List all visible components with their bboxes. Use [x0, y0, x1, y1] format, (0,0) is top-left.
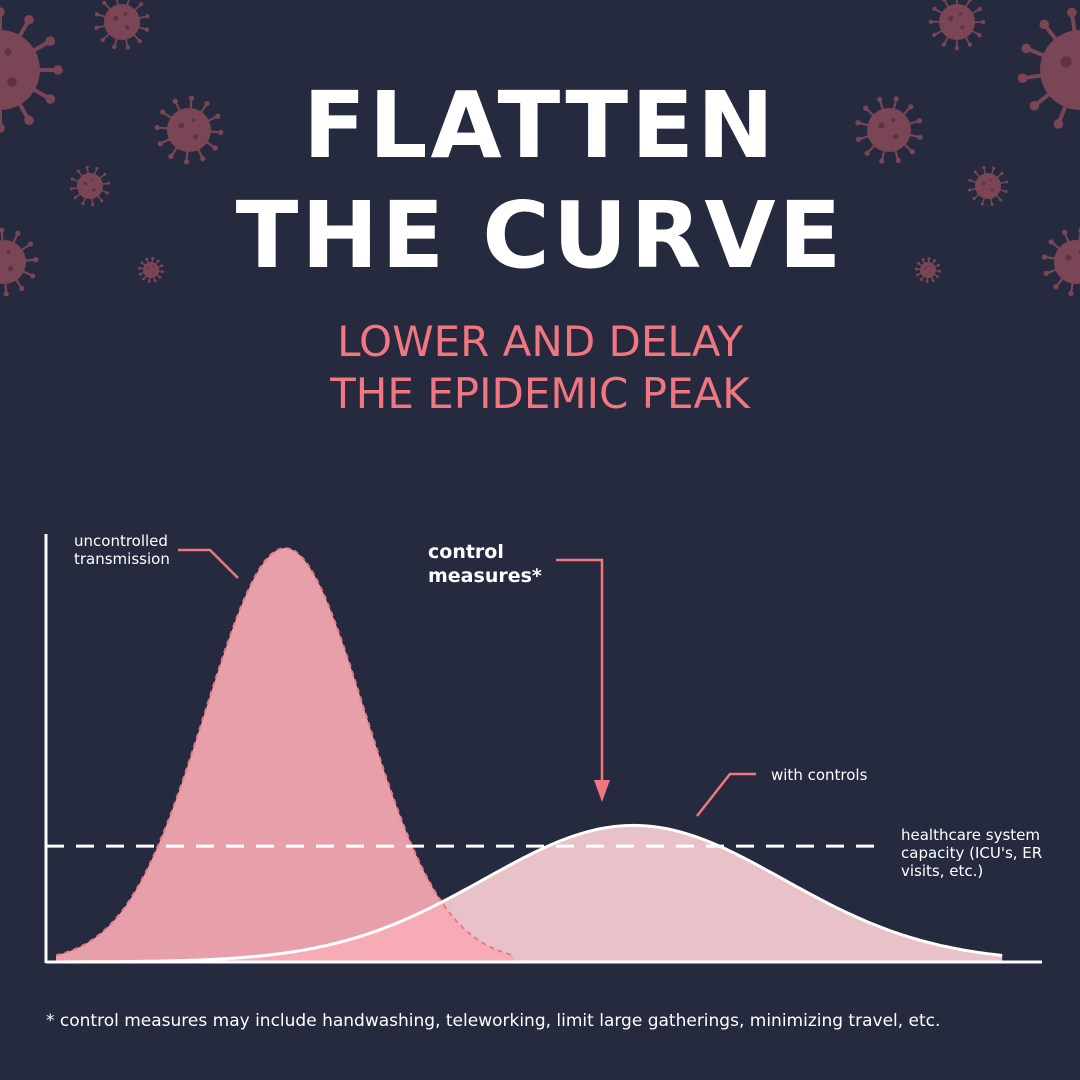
- control-measures-arrow-line: [556, 558, 604, 790]
- with-controls-curve-line: [65, 823, 1003, 964]
- capacity-threshold-label: healthcare system capacity (ICU's, ER vi…: [901, 826, 1043, 880]
- virus-icon: [69, 165, 111, 207]
- virus-icon: [1041, 228, 1080, 297]
- footnote: * control measures may include handwashi…: [46, 1011, 941, 1031]
- uncontrolled-area: [55, 548, 515, 962]
- title-line-1: FLATTEN: [303, 72, 777, 179]
- virus-icon: [94, 0, 150, 50]
- virus-icon: [928, 0, 986, 51]
- subtitle-line-1: LOWER AND DELAY: [337, 317, 743, 366]
- virus-icon: [855, 96, 923, 164]
- control-measures-arrow-head: [594, 780, 610, 802]
- uncontrolled-series-label: uncontrolled transmission: [74, 532, 170, 568]
- virus-icon: [0, 227, 39, 297]
- virus-icon: [914, 256, 942, 284]
- with-controls-label-leader: [696, 772, 756, 817]
- control-measures-annotation: control measures*: [428, 541, 542, 587]
- virus-icon: [0, 7, 63, 133]
- virus-decoration-layer: [0, 0, 1080, 297]
- virus-icon: [154, 95, 224, 165]
- virus-icon: [1017, 7, 1080, 129]
- uncontrolled-label-leader: [178, 548, 239, 579]
- virus-icon: [138, 257, 164, 283]
- with-controls-series-label: with controls: [771, 766, 868, 784]
- subtitle-line-2: THE EPIDEMIC PEAK: [330, 369, 750, 418]
- uncontrolled-curve-line: [55, 546, 515, 957]
- title-line-2: THE CURVE: [235, 182, 845, 289]
- with-controls-area: [65, 825, 1003, 962]
- virus-icon: [968, 166, 1008, 206]
